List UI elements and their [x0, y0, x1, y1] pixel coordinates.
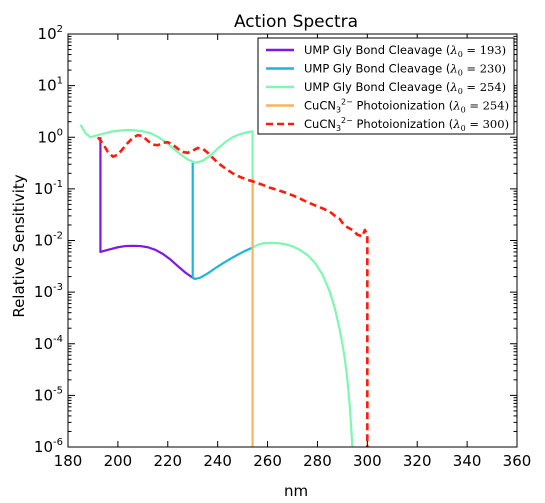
legend-label: UMP Gly Bond Cleavage (λ0 = 254) — [304, 80, 506, 96]
x-tick-label: 220 — [153, 452, 182, 470]
x-axis-label: nm — [284, 482, 308, 500]
y-tick-label: 102 — [38, 24, 63, 43]
y-axis-label: Relative Sensitivity — [10, 174, 28, 317]
legend-label: UMP Gly Bond Cleavage (λ0 = 193) — [304, 43, 506, 59]
x-tick-label: 300 — [353, 452, 382, 470]
y-tick-label: 101 — [38, 76, 63, 95]
y-tick-label: 10-6 — [34, 437, 63, 456]
legend-label: CuCN32− Photoionization (λ0 = 254) — [304, 98, 509, 115]
y-tick-label: 10-3 — [34, 282, 63, 301]
x-tick-label: 340 — [453, 452, 482, 470]
chart-title: Action Spectra — [234, 12, 358, 32]
series-line-1 — [99, 137, 196, 280]
x-tick-label: 260 — [253, 452, 282, 470]
x-tick-labels: 180 200 220 240 260 280 300 320 340 360 — [54, 452, 532, 470]
legend-label: CuCN32− Photoionization (λ0 = 300) — [304, 116, 509, 133]
series-line-5 — [96, 133, 369, 447]
legend-box — [257, 37, 515, 135]
x-tick-label: 280 — [303, 452, 332, 470]
x-tick-label: 200 — [104, 452, 133, 470]
x-tick-label: 180 — [54, 452, 83, 470]
series-line-3 — [79, 124, 354, 447]
y-tick-label: 10-4 — [34, 334, 63, 353]
legend-label: UMP Gly Bond Cleavage (λ0 = 230) — [304, 62, 506, 78]
x-tick-label: 240 — [203, 452, 232, 470]
y-tick-label: 100 — [38, 127, 63, 146]
plot-area — [79, 124, 369, 447]
series-line-2 — [191, 162, 254, 281]
axis-ticks — [67, 33, 518, 448]
x-tick-label: 320 — [403, 452, 432, 470]
y-tick-label: 10-2 — [34, 231, 63, 250]
legend: UMP Gly Bond Cleavage (λ0 = 193) UMP Gly … — [257, 37, 515, 135]
y-tick-label: 10-5 — [34, 385, 63, 404]
y-tick-label: 10-1 — [34, 179, 63, 198]
y-tick-labels: 10-6 10-5 10-4 10-3 10-2 10-1 100 101 102 — [34, 24, 63, 456]
x-tick-label: 360 — [503, 452, 532, 470]
